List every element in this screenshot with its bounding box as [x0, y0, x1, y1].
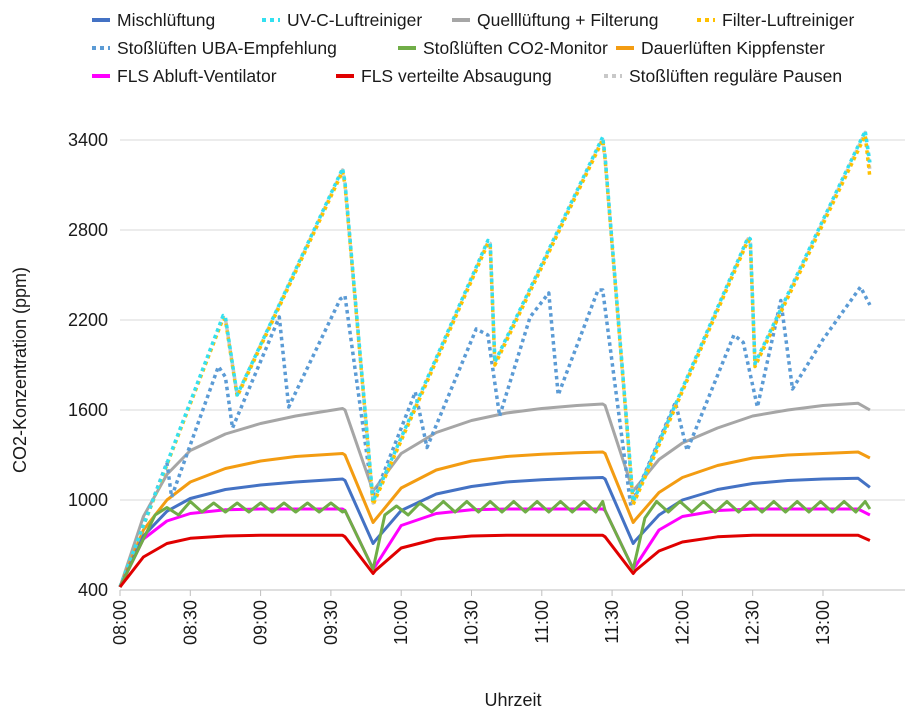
legend-label: Stoßlüften reguläre Pausen — [629, 66, 842, 86]
x-tick-label: 12:00 — [672, 600, 692, 645]
legend: Mischlüftung UV-C-Luftreiniger Quelllüftun… — [92, 10, 854, 86]
legend-label: Quelllüftung + Filterung — [477, 10, 658, 30]
series-line — [118, 450, 871, 588]
legend-label: Stoßlüften CO2-Monitor — [423, 38, 608, 58]
x-tick-label: 13:00 — [813, 600, 833, 645]
y-tick-label: 2800 — [68, 220, 108, 240]
legend-label: Dauerlüften Kippfenster — [641, 38, 825, 58]
legend-label: Mischlüftung — [117, 10, 215, 30]
legend-label: FLS Abluft-Ventilator — [117, 66, 277, 86]
y-tick-label: 1000 — [68, 490, 108, 510]
y-tick-label: 3400 — [68, 130, 108, 150]
x-tick-label: 11:00 — [532, 600, 552, 644]
legend-label: Filter-Luftreiniger — [722, 10, 854, 30]
x-tick-label: 11:30 — [602, 600, 622, 644]
x-tick-label: 09:00 — [251, 600, 271, 645]
x-tick-label: 12:30 — [743, 600, 763, 645]
series-line — [118, 507, 871, 588]
series-line — [118, 129, 872, 588]
legend-label: FLS verteilte Absaugung — [361, 66, 552, 86]
series-line — [118, 133, 872, 588]
y-tick-label: 1600 — [68, 400, 108, 420]
x-tick-label: 10:30 — [461, 600, 481, 645]
series-line — [118, 476, 871, 588]
series-line — [118, 401, 871, 588]
series-line — [118, 533, 871, 588]
legend-label: UV-C-Luftreiniger — [287, 10, 422, 30]
x-tick-label: 08:30 — [180, 600, 200, 645]
y-tick-label: 2200 — [68, 310, 108, 330]
y-tick-label: 400 — [78, 580, 108, 600]
x-tick-label: 10:00 — [391, 600, 411, 645]
legend-label: Stoßlüften UBA-Empfehlung — [117, 38, 337, 58]
x-axis-label: Uhrzeit — [484, 690, 541, 710]
x-tick-label: 09:30 — [321, 600, 341, 645]
gridlines — [120, 139, 905, 501]
series-line — [118, 500, 872, 588]
series-line — [118, 285, 872, 588]
x-tick-label: 08:00 — [110, 600, 130, 645]
plot-area — [118, 129, 872, 588]
y-axis-label: CO2-Konzentration (ppm) — [10, 267, 30, 473]
axes: 400 1000 1600 2200 2800 3400 08:00 08:30 09:00 09… — [68, 130, 905, 645]
